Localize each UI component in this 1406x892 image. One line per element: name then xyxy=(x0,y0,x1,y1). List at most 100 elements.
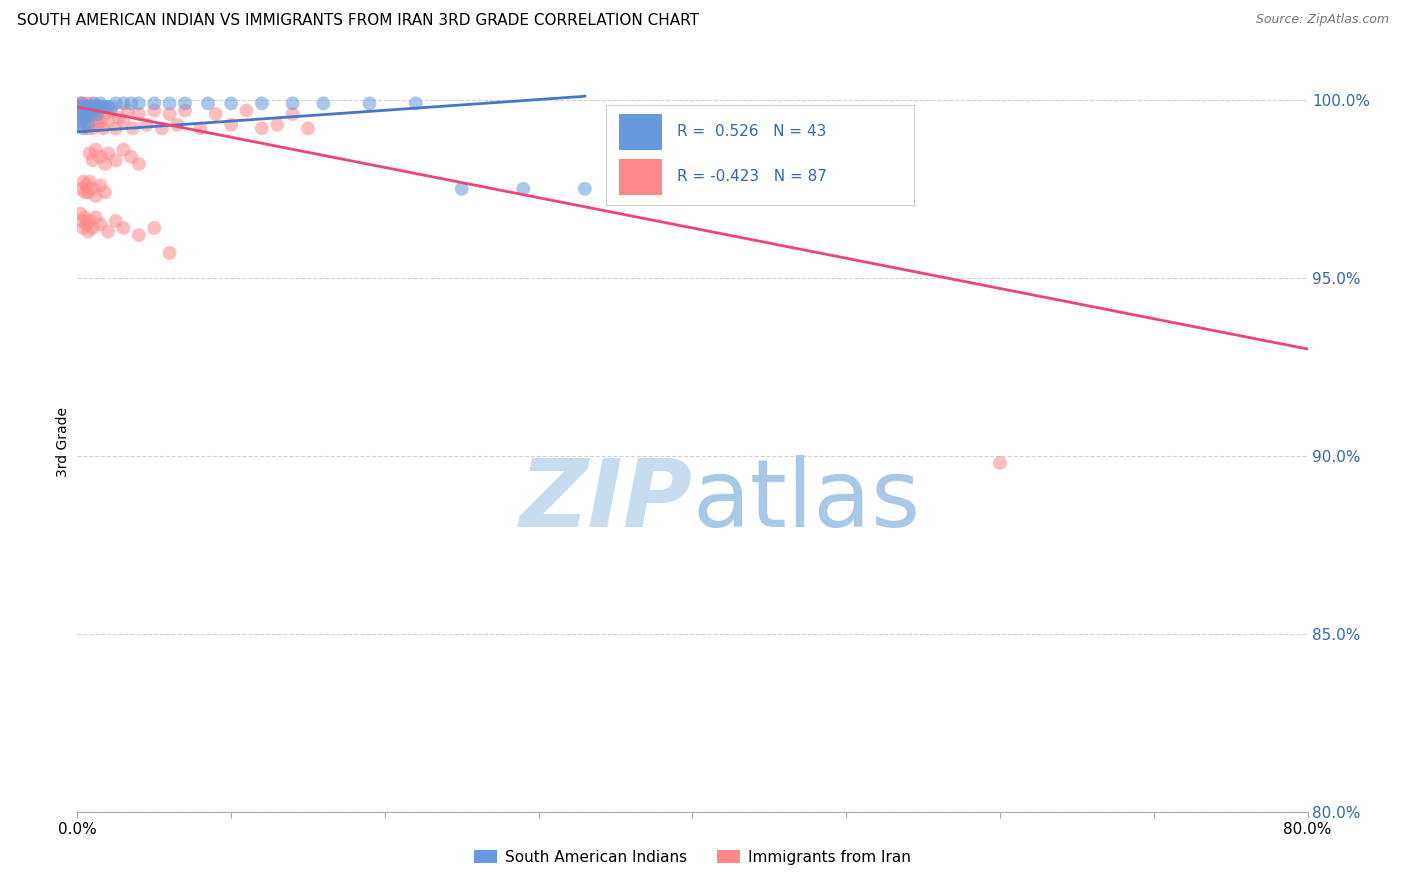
Point xyxy=(79,175,101,189)
Point xyxy=(73,211,96,225)
Point xyxy=(77,100,100,114)
Point xyxy=(86,118,108,132)
Point xyxy=(89,96,111,111)
Point xyxy=(72,121,94,136)
Point xyxy=(89,150,111,164)
Point xyxy=(104,153,127,168)
Point xyxy=(128,157,150,171)
Point xyxy=(117,103,139,118)
Point xyxy=(79,214,101,228)
Legend: South American Indians, Immigrants from Iran: South American Indians, Immigrants from … xyxy=(468,844,917,871)
Point xyxy=(988,456,1011,470)
Point xyxy=(70,107,93,121)
Point xyxy=(159,246,181,260)
Point xyxy=(87,100,110,114)
Point xyxy=(112,143,135,157)
Point xyxy=(80,96,103,111)
Point xyxy=(174,96,197,111)
Point xyxy=(83,103,105,118)
Point xyxy=(70,182,93,196)
Point xyxy=(73,114,96,128)
Point xyxy=(72,103,94,118)
Point xyxy=(69,107,91,121)
Text: ZIP: ZIP xyxy=(520,455,693,547)
Point xyxy=(281,107,304,121)
Point xyxy=(405,96,427,111)
Bar xyxy=(619,159,662,194)
Point xyxy=(84,111,107,125)
Point xyxy=(80,114,103,128)
Point xyxy=(70,214,93,228)
Point xyxy=(112,114,135,128)
Point xyxy=(104,121,127,136)
Point xyxy=(76,111,98,125)
Point xyxy=(73,111,96,125)
Point xyxy=(82,221,104,235)
Point xyxy=(135,118,157,132)
Point xyxy=(197,96,219,111)
Point xyxy=(89,114,111,128)
Point xyxy=(72,175,94,189)
Point xyxy=(79,100,101,114)
Bar xyxy=(619,113,662,150)
Point xyxy=(97,146,120,161)
Point xyxy=(77,118,100,132)
Point xyxy=(82,153,104,168)
Point xyxy=(82,100,104,114)
Point xyxy=(67,118,90,132)
Point xyxy=(80,100,103,114)
Point xyxy=(250,96,273,111)
Point xyxy=(89,218,111,232)
Point xyxy=(72,118,94,132)
Point xyxy=(128,96,150,111)
Point xyxy=(76,107,98,121)
Point xyxy=(69,111,91,125)
Point xyxy=(79,146,101,161)
Point xyxy=(87,103,110,118)
Point xyxy=(281,96,304,111)
Point xyxy=(69,207,91,221)
Point xyxy=(77,121,100,136)
Point xyxy=(84,189,107,203)
Point xyxy=(90,100,114,114)
Point xyxy=(70,96,93,111)
Point xyxy=(73,100,96,114)
Point xyxy=(73,186,96,200)
Point xyxy=(70,114,93,128)
Point xyxy=(120,150,142,164)
Point xyxy=(159,96,181,111)
Point xyxy=(84,143,107,157)
Text: atlas: atlas xyxy=(693,455,921,547)
Point xyxy=(297,121,319,136)
Point xyxy=(112,221,135,235)
Y-axis label: 3rd Grade: 3rd Grade xyxy=(56,407,70,476)
Point xyxy=(77,225,100,239)
Point xyxy=(84,100,107,114)
Point xyxy=(143,221,166,235)
Point xyxy=(94,186,117,200)
Point xyxy=(94,157,117,171)
Point xyxy=(574,182,596,196)
Point xyxy=(94,107,117,121)
Point xyxy=(512,182,534,196)
Point xyxy=(128,107,150,121)
Point xyxy=(112,96,135,111)
Point xyxy=(250,121,273,136)
Point xyxy=(204,107,226,121)
Point xyxy=(73,103,96,118)
Point xyxy=(77,186,100,200)
Point xyxy=(166,118,188,132)
Point xyxy=(69,100,91,114)
Point xyxy=(70,96,93,111)
Point xyxy=(359,96,381,111)
Point xyxy=(79,118,101,132)
Point xyxy=(72,221,94,235)
Point xyxy=(79,103,101,118)
Point xyxy=(84,211,107,225)
Point xyxy=(82,121,104,136)
Point xyxy=(128,228,150,243)
Point xyxy=(76,218,98,232)
Point xyxy=(108,111,131,125)
Point xyxy=(143,103,166,118)
Point xyxy=(219,96,242,111)
